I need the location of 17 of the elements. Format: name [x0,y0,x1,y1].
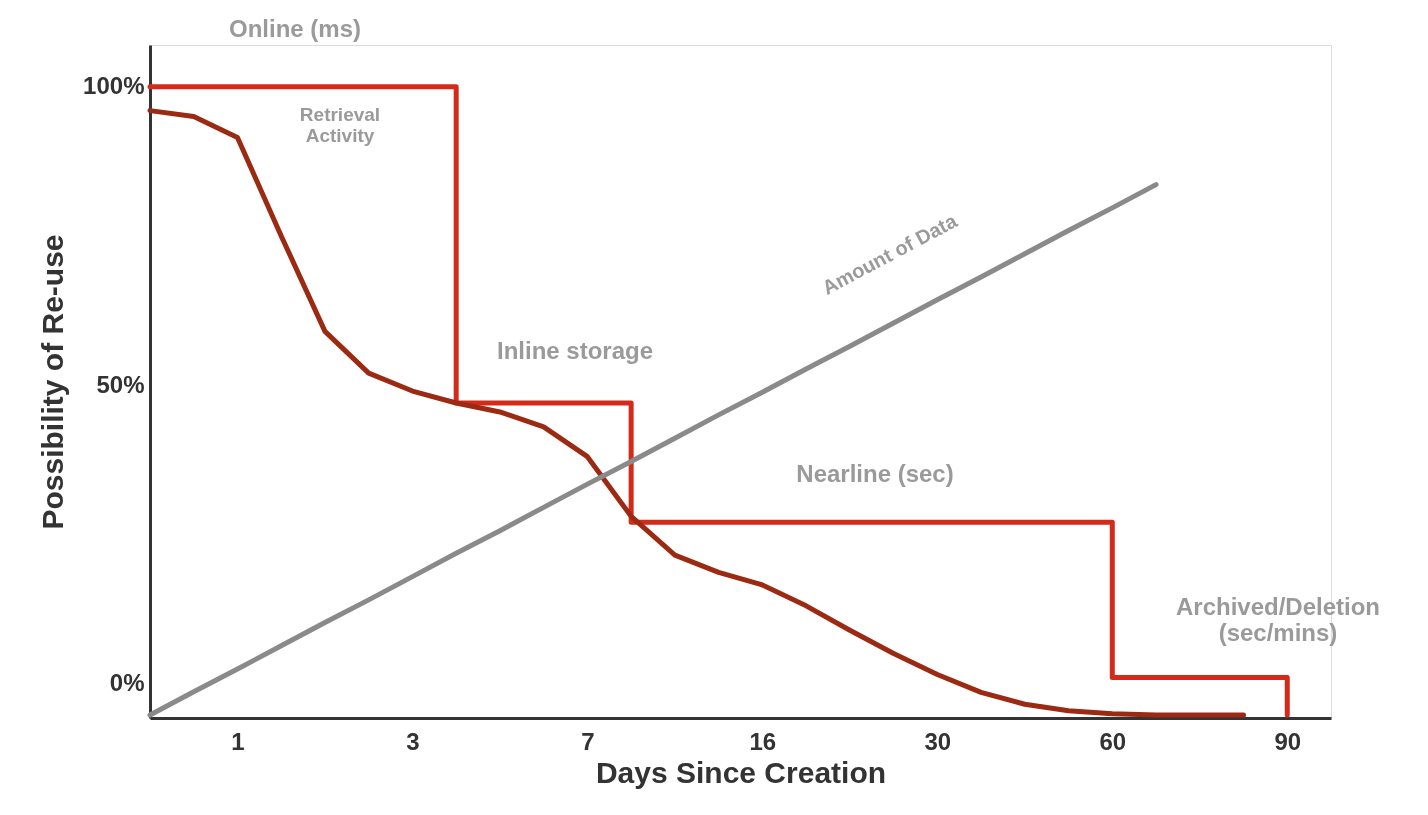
x-tick-label: 3 [406,727,420,755]
annotation: Inline storage [496,337,654,364]
y-tick-label: 0% [109,668,145,696]
x-tick-label: 30 [924,727,952,755]
x-tick-label: 60 [1099,727,1127,755]
x-tick-label: 90 [1274,727,1302,755]
x-tick-label: 7 [581,727,595,755]
annotation: Retrieval Activity [299,104,381,146]
annotation: Archived/Deletion (sec/mins) [1175,593,1381,646]
y-axis-title: Possibility of Re-use [36,234,70,530]
y-tick-label: 50% [96,370,145,398]
x-axis-title: Days Since Creation [595,755,887,789]
y-tick-label: 100% [83,72,145,100]
x-tick-label: 16 [749,727,777,755]
text: Online (ms) [228,15,362,42]
annotation: Nearline (sec) [796,460,954,487]
x-tick-label: 1 [231,727,245,755]
